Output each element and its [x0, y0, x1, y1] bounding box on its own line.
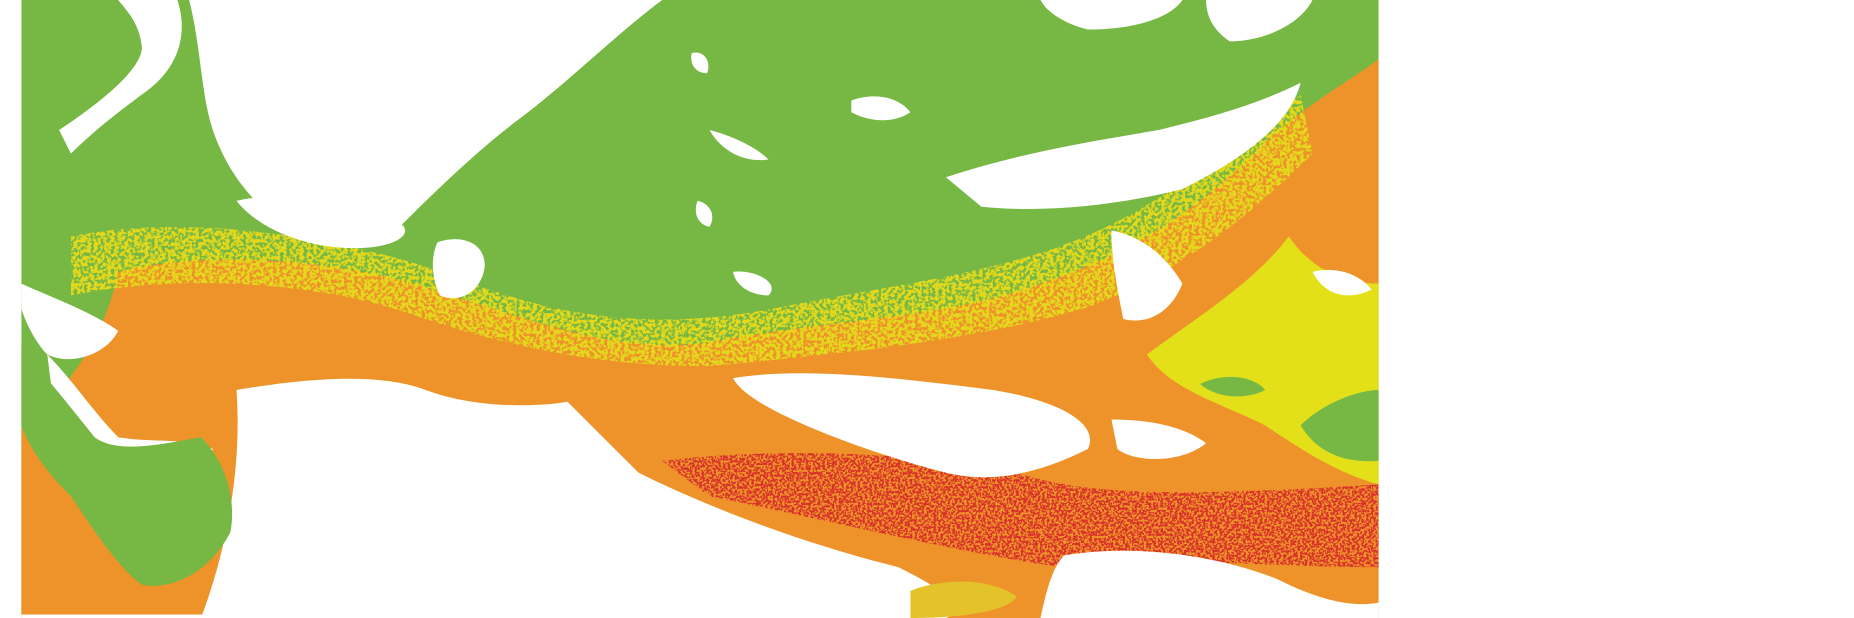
- no-data: [21, 0, 1379, 618]
- green-peninsula: [21, 348, 233, 586]
- raster: [21, 0, 1379, 618]
- red-speckle: [662, 453, 1379, 568]
- green-patch: [1200, 376, 1379, 462]
- bottom-blob: [910, 581, 1017, 618]
- yellow-fringe: [70, 94, 1313, 367]
